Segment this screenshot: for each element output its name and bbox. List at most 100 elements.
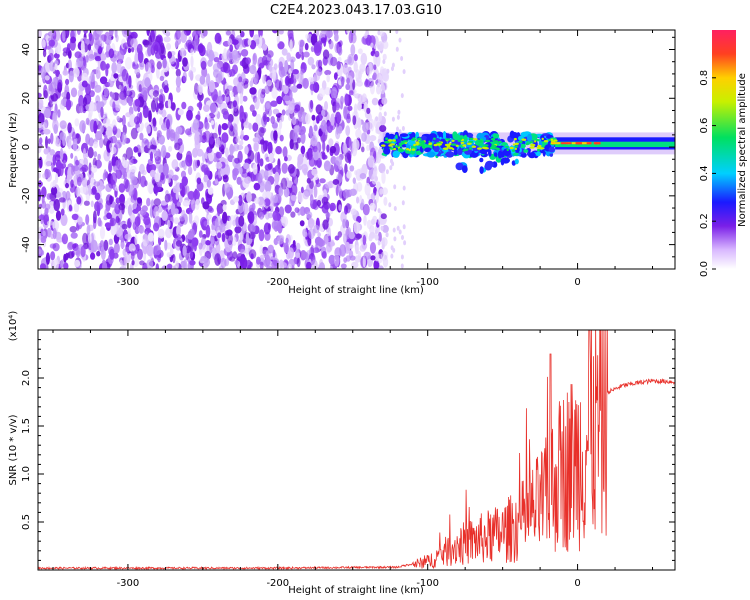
signal-blob (416, 138, 422, 141)
noise-blob (118, 183, 126, 193)
noise-blob (115, 139, 123, 149)
noise-blob (376, 84, 381, 95)
noise-blob (245, 57, 251, 65)
noise-blob (232, 219, 236, 227)
noise-blob (42, 39, 46, 48)
noise-blob (252, 53, 256, 61)
noise-blob (125, 56, 132, 70)
noise-blob (349, 188, 357, 196)
noise-blob (263, 222, 271, 235)
noise-blob (154, 244, 162, 256)
noise-blob (44, 207, 49, 215)
noise-blob (313, 124, 318, 132)
noise-blob (194, 132, 200, 146)
noise-blob (249, 104, 255, 112)
signal-blob (445, 151, 455, 158)
noise-blob (146, 197, 151, 207)
noise-blob (176, 201, 181, 207)
noise-blob (120, 242, 126, 249)
noise-blob (256, 256, 261, 265)
signal-blob (463, 134, 468, 143)
noise-blob (141, 169, 147, 176)
signal-blob (406, 148, 410, 151)
noise-blob (379, 124, 387, 133)
noise-blob (398, 229, 402, 235)
noise-blob (398, 37, 402, 43)
noise-blob (155, 263, 159, 269)
noise-blob (340, 95, 344, 105)
signal-peak (553, 142, 559, 145)
noise-blob (189, 250, 194, 259)
noise-blob (258, 211, 265, 220)
noise-blob (291, 85, 298, 93)
noise-blob (238, 194, 243, 207)
signal-blob (433, 137, 436, 140)
noise-blob (362, 203, 370, 216)
noise-blob (264, 164, 272, 171)
noise-blob (322, 246, 327, 253)
noise-blob (259, 35, 263, 48)
noise-blob (150, 164, 157, 172)
signal-blob (543, 140, 549, 143)
noise-blob (329, 265, 333, 269)
noise-blob (166, 127, 171, 140)
noise-blob (209, 102, 217, 114)
signal-blob (428, 140, 431, 143)
noise-blob (94, 37, 100, 50)
noise-blob (300, 131, 306, 144)
signal-blob (509, 146, 514, 150)
noise-blob (365, 121, 373, 131)
noise-blob (374, 50, 380, 58)
noise-blob (308, 157, 316, 167)
noise-blob (305, 33, 309, 39)
noise-blob (172, 185, 178, 194)
noise-blob (83, 200, 90, 206)
noise-blob (369, 202, 376, 211)
signal-blob (548, 146, 555, 153)
noise-blob (168, 193, 173, 202)
signal-blob (426, 151, 436, 158)
noise-blob (50, 251, 56, 261)
noise-blob (159, 88, 163, 94)
noise-blob (345, 83, 351, 91)
noise-blob (262, 249, 269, 257)
noise-blob (264, 198, 271, 207)
signal-blob (479, 148, 488, 155)
noise-blob (334, 42, 340, 54)
noise-blob (278, 80, 282, 91)
noise-blob (43, 148, 49, 155)
noise-blob (124, 255, 128, 267)
noise-blob (38, 238, 41, 245)
noise-blob (154, 156, 162, 165)
signal-blob (491, 144, 497, 148)
noise-blob (392, 227, 396, 233)
noise-blob (110, 135, 118, 144)
noise-blob (38, 248, 42, 255)
noise-blob (267, 168, 273, 177)
noise-blob (213, 57, 220, 63)
noise-blob (146, 30, 150, 37)
noise-blob (208, 49, 215, 62)
noise-blob (67, 242, 74, 251)
noise-blob (308, 219, 314, 225)
noise-blob (265, 102, 270, 110)
noise-blob (190, 48, 194, 56)
noise-blob (391, 62, 395, 68)
noise-blob (254, 197, 260, 205)
noise-blob (381, 170, 386, 184)
noise-blob (313, 185, 318, 198)
noise-blob (203, 257, 210, 267)
noise-blob (100, 106, 104, 118)
noise-blob (110, 172, 118, 185)
noise-blob (329, 202, 336, 212)
noise-blob (151, 99, 156, 113)
noise-blob (96, 204, 101, 217)
x-tick-label: -200 (266, 578, 289, 589)
noise-blob (207, 214, 212, 220)
noise-blob (59, 131, 67, 141)
noise-blob (375, 176, 378, 182)
noise-blob (62, 69, 69, 76)
noise-blob (70, 232, 78, 239)
noise-blob (297, 153, 304, 165)
noise-blob (252, 60, 256, 71)
